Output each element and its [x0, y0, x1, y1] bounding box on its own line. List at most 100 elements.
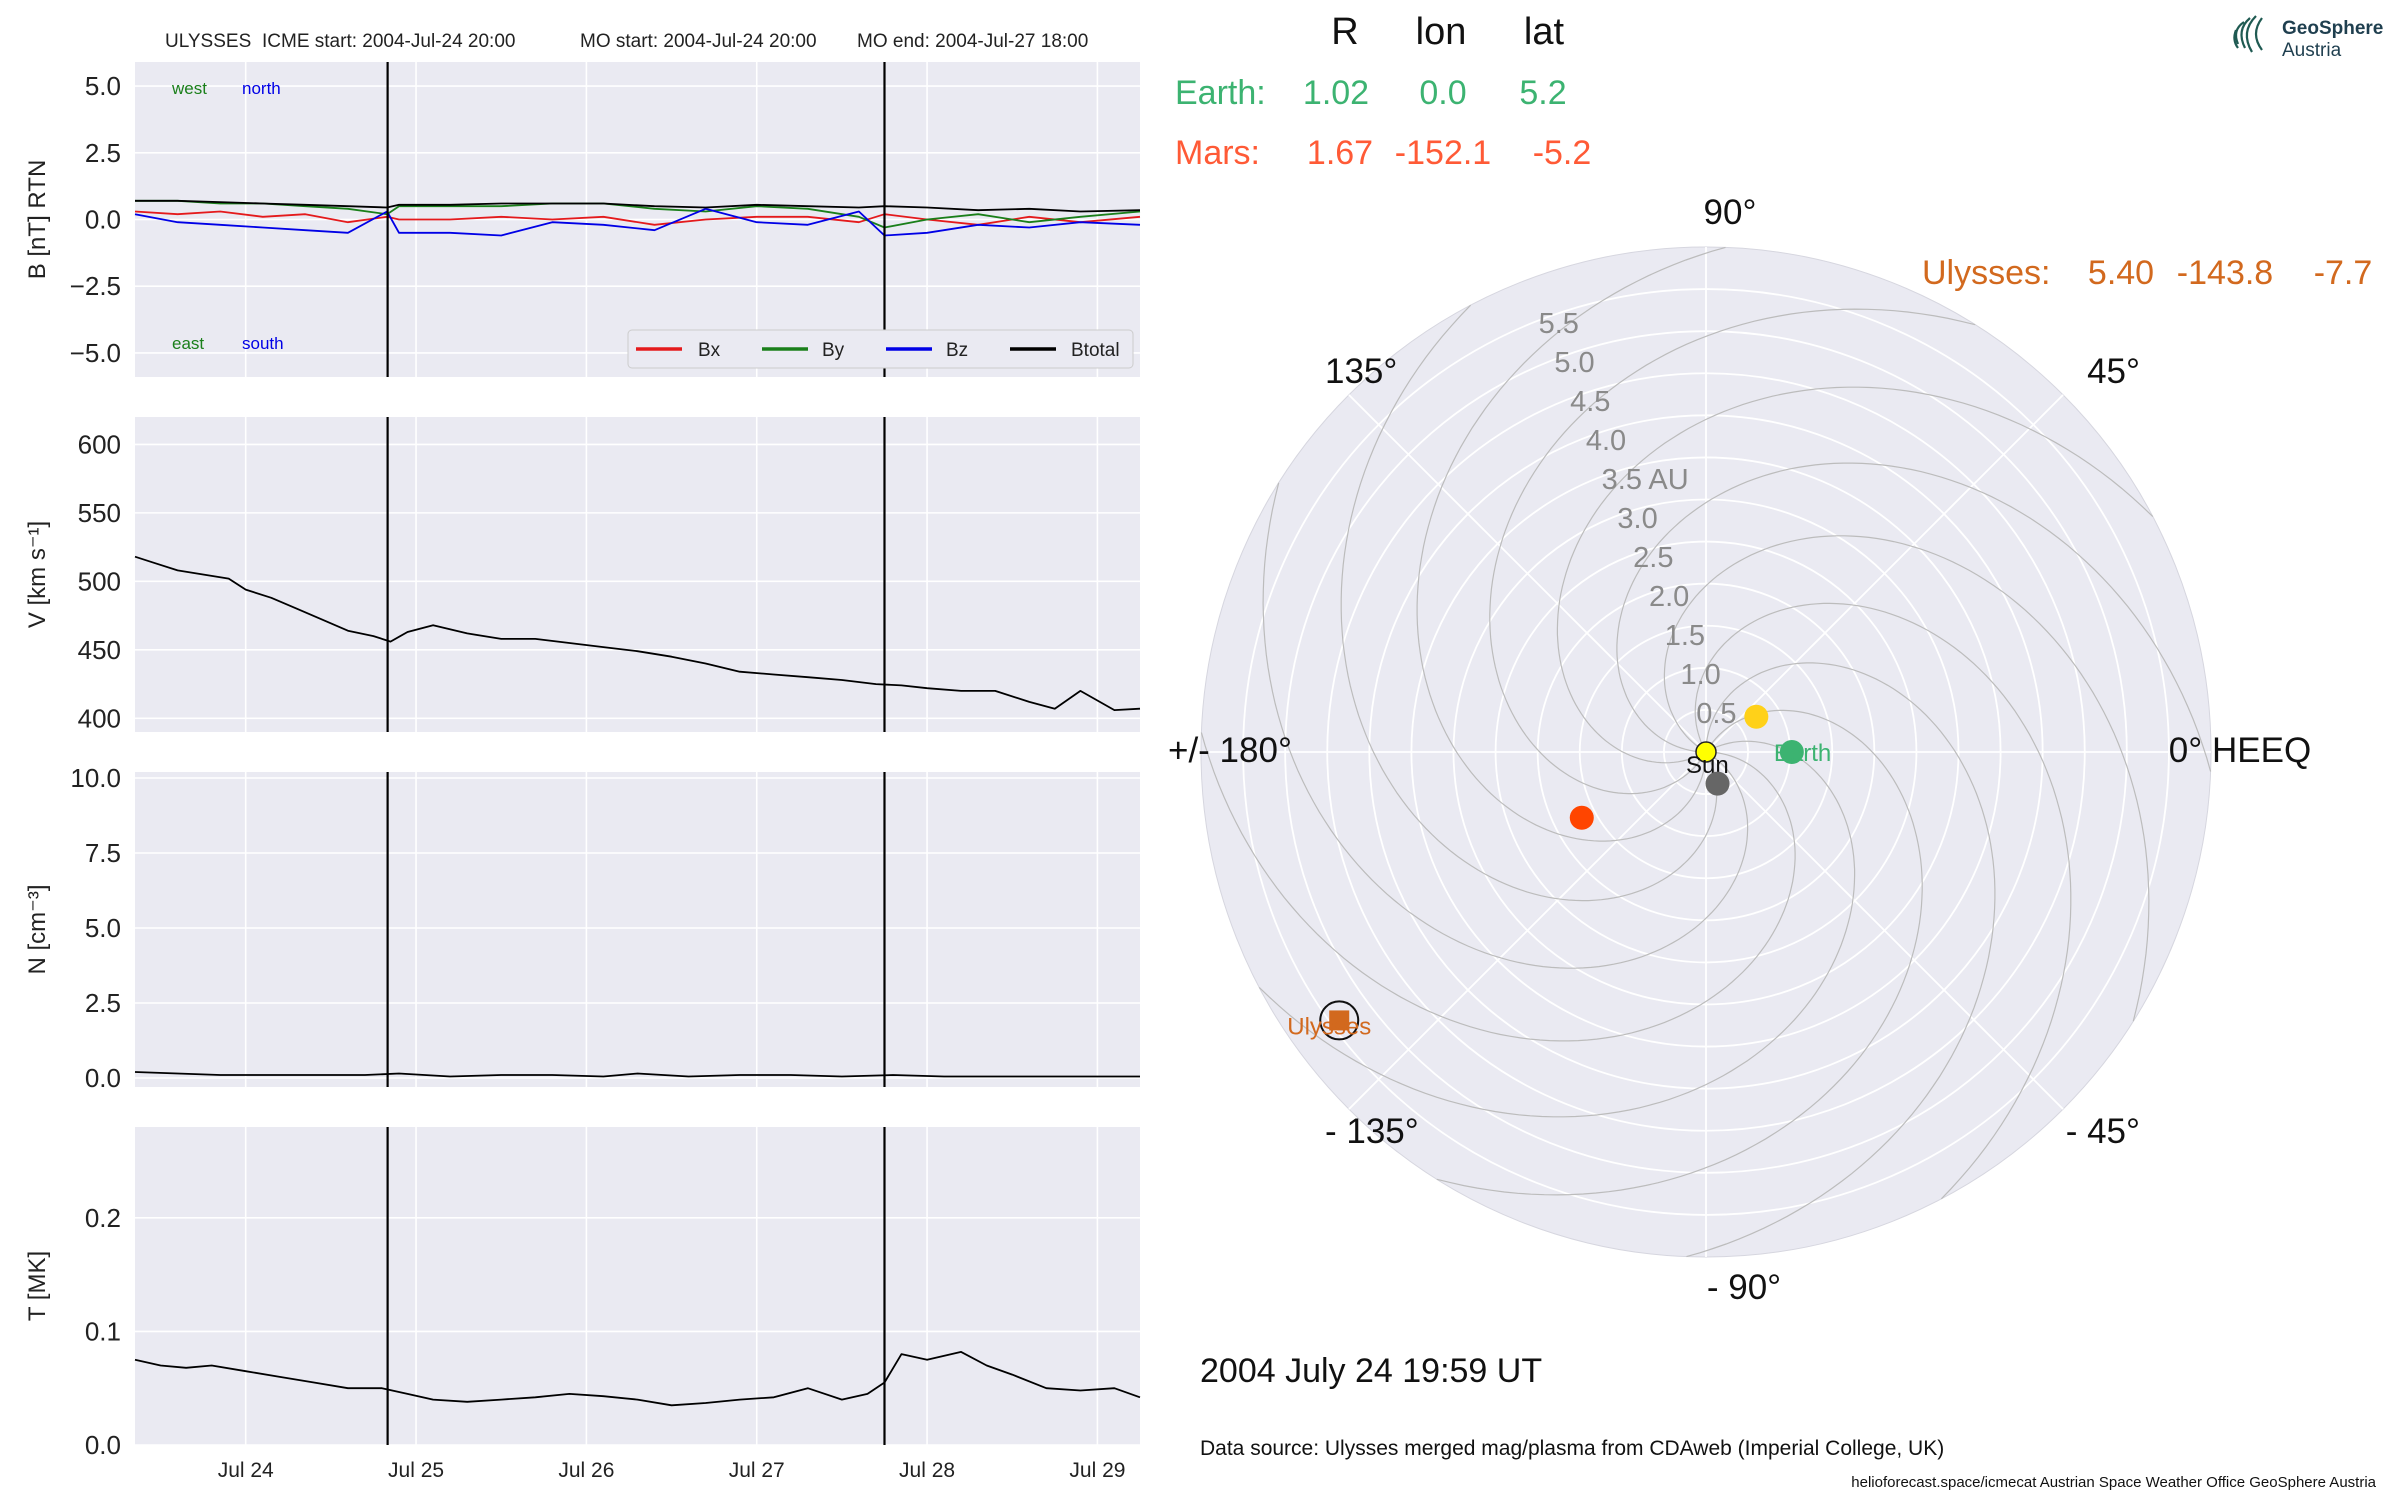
parker-spiral	[1436, 709, 1923, 1196]
radial-tick-label: 5.0	[1554, 347, 1594, 379]
panel-background	[135, 1127, 1140, 1445]
row-mars-r: 1.67	[1307, 134, 1373, 172]
series-line-t	[134, 1351, 1141, 1407]
angle-label: 45°	[2087, 352, 2140, 391]
y-axis-label: B [nT] RTN	[24, 160, 51, 280]
row-mars-lat: -5.2	[1533, 134, 1592, 172]
date-label: 2004 July 24 19:59 UT	[1200, 1352, 1542, 1390]
x-tick-label: Jul 29	[1069, 1459, 1125, 1482]
row-ulysses-lon: -143.8	[2177, 254, 2273, 292]
density-panel: 10.0 7.5 5.0 2.5 0.0 N [cm⁻³]	[24, 763, 1140, 1093]
angle-label: 90°	[1704, 193, 1757, 232]
row-mars-name: Mars:	[1175, 134, 1260, 172]
parker-spiral	[1416, 246, 1726, 842]
y-tick-label: 5.0	[85, 913, 121, 943]
row-mars-lon: -152.1	[1395, 134, 1491, 172]
y-tick-label: 10.0	[70, 763, 121, 793]
series-line-v	[134, 555, 1141, 711]
parker-spiral	[1489, 308, 1976, 795]
row-ulysses-lat: -7.7	[2314, 254, 2373, 292]
y-tick-label: 0.0	[85, 1063, 121, 1093]
legend-label-bz: Bz	[946, 340, 968, 361]
legend-label-btotal: Btotal	[1071, 340, 1120, 361]
parker-spiral	[1663, 535, 2150, 1022]
annotation-south: south	[242, 334, 284, 353]
parker-spiral	[1340, 304, 1718, 902]
y-tick-label: 0.0	[85, 1430, 121, 1460]
y-tick-label: 450	[78, 635, 121, 665]
series-line-n	[134, 1071, 1140, 1078]
header-mo-end: MO end: 2004-Jul-27 18:00	[857, 31, 1088, 52]
row-ulysses-name: Ulysses:	[1922, 254, 2050, 292]
x-tick-label: Jul 28	[899, 1459, 955, 1482]
angle-label: +/- 180°	[1168, 731, 1292, 770]
logo-mark-icon	[2233, 15, 2263, 53]
y-tick-label: 500	[78, 566, 121, 596]
panel-background	[135, 417, 1140, 732]
x-tick-label: Jul 25	[388, 1459, 444, 1482]
y-axis-label: T [MK]	[24, 1251, 51, 1321]
panel-background	[135, 772, 1140, 1087]
y-tick-label: −5.0	[70, 338, 121, 368]
y-tick-label: −2.5	[70, 271, 121, 301]
mars-marker	[1569, 805, 1594, 830]
speed-panel: 600 550 500 450 400 V [km s⁻¹]	[24, 417, 1141, 733]
angle-label: - 90°	[1707, 1268, 1781, 1307]
radial-tick-label: 3.0	[1617, 503, 1657, 535]
legend-frame	[627, 329, 1134, 369]
header-icme-start: ICME start: 2004-Jul-24 20:00	[262, 31, 515, 52]
y-tick-label: 0.2	[85, 1203, 121, 1233]
y-tick-label: 7.5	[85, 838, 121, 868]
angle-label: 0° HEEQ	[2169, 731, 2311, 770]
ulysses-marker	[1329, 1010, 1350, 1031]
y-tick-label: 0.0	[85, 205, 121, 235]
row-earth-name: Earth:	[1175, 74, 1266, 112]
parker-spiral	[1616, 462, 2212, 772]
earth-label: Earth	[1774, 740, 1831, 767]
earth-marker	[1779, 740, 1804, 764]
ulysses-label: Ulysses	[1287, 1013, 1371, 1040]
angular-gridline	[1348, 751, 1707, 1110]
y-tick-label: 2.5	[85, 138, 121, 168]
header-spacecraft: ULYSSES	[165, 31, 251, 52]
table-row-earth: Earth: 1.02 0.0 5.2	[1175, 74, 1567, 112]
row-earth-lat: 5.2	[1519, 74, 1566, 112]
angular-gridline	[1348, 394, 1707, 753]
radial-tick-label: 2.5	[1633, 542, 1673, 574]
table-col-r: R	[1331, 11, 1358, 53]
radial-tick-label: 1.5	[1665, 620, 1705, 652]
temperature-panel: 0.2 0.1 0.0 T [MK] Jul 24 Jul 25 Jul 26 Jul 27 J…	[24, 1127, 1141, 1482]
row-ulysses-r: 5.40	[2088, 254, 2154, 292]
y-axis-label: N [cm⁻³]	[24, 885, 51, 975]
angular-gridline	[1705, 394, 2064, 753]
sun-marker	[1695, 741, 1717, 763]
series-line-bx	[134, 210, 1141, 226]
x-tick-label: Jul 26	[558, 1459, 614, 1482]
logo-line2: Austria	[2282, 40, 2342, 61]
ulysses-ring	[1319, 1000, 1360, 1041]
radial-tick-label: 1.0	[1680, 659, 1720, 691]
annotation-east: east	[172, 334, 204, 353]
annotation-north: north	[242, 79, 281, 98]
radial-tick-label: 0.5	[1696, 698, 1736, 730]
parker-spiral	[1694, 602, 2072, 1200]
series-line-btotal	[135, 199, 1141, 213]
series-line-bz	[134, 207, 1141, 237]
geosphere-logo: GeoSphere Austria	[2233, 15, 2383, 61]
logo-line1: GeoSphere	[2282, 18, 2383, 39]
parker-spiral	[1556, 386, 2154, 764]
table-row-ulysses: Ulysses: 5.40 -143.8 -7.7	[1922, 254, 2372, 292]
parker-spiral	[1200, 732, 1796, 1042]
y-axis-label: V [km s⁻¹]	[24, 521, 51, 628]
angle-label: 135°	[1325, 352, 1397, 391]
x-tick-label: Jul 24	[218, 1459, 274, 1482]
legend-label-bx: Bx	[698, 340, 721, 361]
parker-spiral	[1686, 662, 1996, 1258]
y-tick-label: 400	[78, 703, 121, 733]
venus-marker	[1744, 704, 1769, 729]
x-tick-label: Jul 27	[729, 1459, 785, 1482]
radial-tick-label: 4.0	[1586, 425, 1626, 457]
annotation-west: west	[171, 79, 207, 98]
y-tick-label: 0.1	[85, 1316, 121, 1346]
